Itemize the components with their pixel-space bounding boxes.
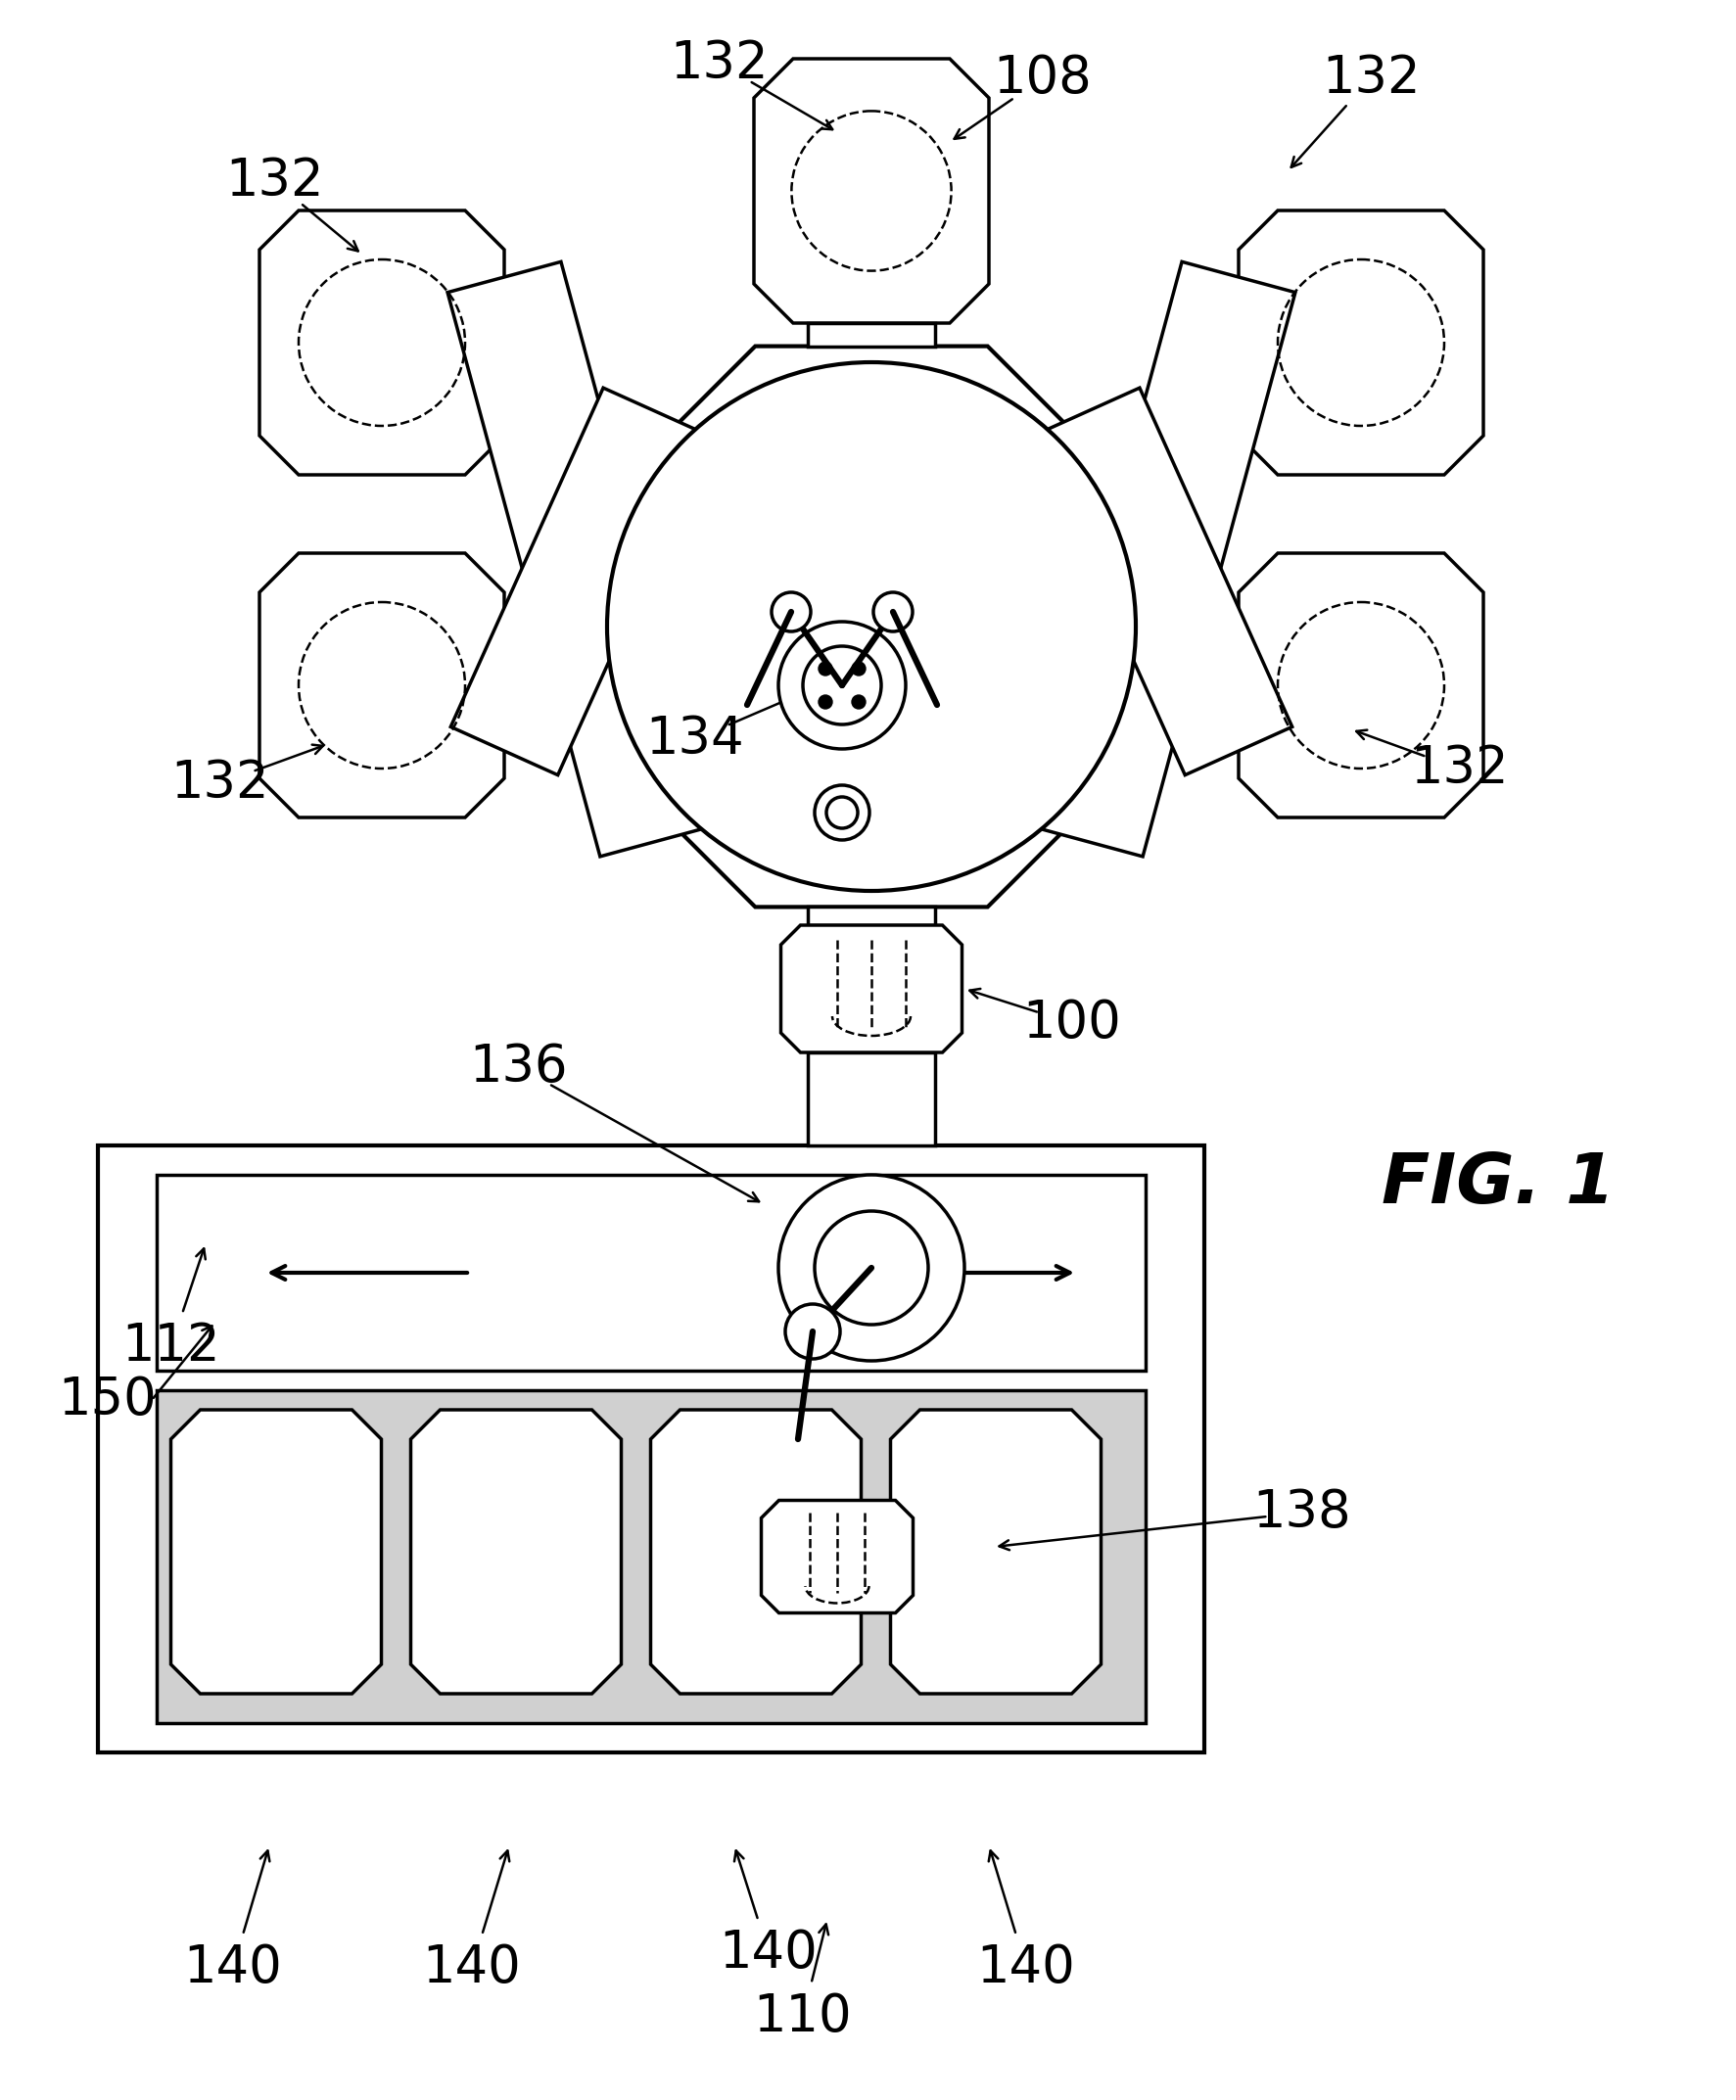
Circle shape <box>771 592 811 632</box>
Text: 110: 110 <box>753 1991 852 2041</box>
Circle shape <box>608 361 1135 890</box>
Polygon shape <box>1238 210 1483 475</box>
Text: 136: 136 <box>470 1042 568 1092</box>
Polygon shape <box>891 1409 1101 1695</box>
Polygon shape <box>259 210 503 475</box>
Text: 140: 140 <box>184 1942 283 1993</box>
Bar <box>97 1145 1205 1751</box>
Polygon shape <box>411 1409 621 1695</box>
Text: 138: 138 <box>1253 1487 1352 1537</box>
Text: 134: 134 <box>646 714 745 764</box>
Polygon shape <box>781 926 962 1052</box>
Text: 132: 132 <box>172 758 269 809</box>
Bar <box>156 1174 1146 1371</box>
Polygon shape <box>1029 262 1295 857</box>
Circle shape <box>778 1174 965 1361</box>
Circle shape <box>819 695 832 710</box>
Text: FIG. 1: FIG. 1 <box>1382 1151 1614 1218</box>
Polygon shape <box>753 59 990 323</box>
Text: 108: 108 <box>993 52 1092 103</box>
Polygon shape <box>259 552 503 817</box>
Circle shape <box>873 592 913 632</box>
Text: 132: 132 <box>1410 743 1509 794</box>
Polygon shape <box>1238 552 1483 817</box>
Polygon shape <box>762 1499 913 1613</box>
Text: 132: 132 <box>226 155 323 206</box>
Circle shape <box>852 662 866 676</box>
Text: 140: 140 <box>422 1942 521 1993</box>
Circle shape <box>785 1304 840 1359</box>
Text: 140: 140 <box>977 1942 1076 1993</box>
Text: 140: 140 <box>719 1928 818 1978</box>
Polygon shape <box>807 1052 936 1145</box>
Bar <box>156 1390 1146 1724</box>
Text: 132: 132 <box>1321 52 1420 103</box>
Polygon shape <box>807 323 936 346</box>
Polygon shape <box>590 346 1153 907</box>
Circle shape <box>778 622 906 750</box>
Polygon shape <box>451 388 710 775</box>
Polygon shape <box>448 262 713 857</box>
Polygon shape <box>651 1409 861 1695</box>
Circle shape <box>826 796 858 827</box>
Circle shape <box>814 785 870 840</box>
Polygon shape <box>170 1409 382 1695</box>
Text: 132: 132 <box>670 38 769 88</box>
Text: 112: 112 <box>122 1321 220 1371</box>
Text: 150: 150 <box>59 1376 156 1426</box>
Circle shape <box>852 695 866 710</box>
Circle shape <box>802 647 882 724</box>
Circle shape <box>814 1212 929 1325</box>
Text: 100: 100 <box>1023 998 1121 1048</box>
Polygon shape <box>807 907 936 926</box>
Polygon shape <box>1033 388 1292 775</box>
Circle shape <box>819 662 832 676</box>
